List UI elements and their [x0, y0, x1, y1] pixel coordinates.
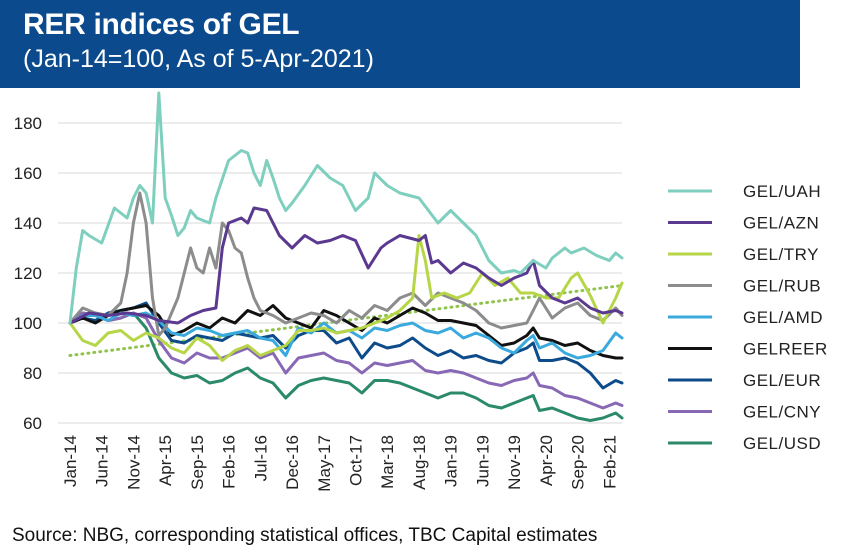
chart-subtitle: (Jan-14=100, As of 5-Apr-2021) — [23, 45, 374, 73]
x-tick-label: Nov-14 — [124, 435, 143, 490]
legend-label: GELREER — [743, 340, 828, 359]
series-line-gel-usd — [68, 311, 624, 422]
x-tick-label: Feb-16 — [220, 435, 239, 489]
y-tick-label: 180 — [14, 114, 42, 133]
x-tick-label: Mar-18 — [378, 435, 397, 489]
series-line-gel-eur — [68, 301, 624, 390]
series-line-gel-cny — [68, 311, 624, 410]
x-tick-label: Jan-14 — [61, 435, 80, 487]
y-tick-label: 100 — [14, 314, 42, 333]
x-tick-label: May-17 — [315, 435, 334, 492]
legend-label: GEL/EUR — [743, 371, 821, 390]
x-tick-label: Apr-20 — [537, 435, 556, 486]
legend-label: GEL/UAH — [743, 182, 821, 201]
legend-label: GEL/RUB — [743, 277, 821, 296]
legend: GEL/UAH GEL/AZN GEL/TRY GEL/RUB GEL/AMD GELRE… — [668, 182, 828, 453]
x-tick-label: Sep-20 — [569, 435, 588, 490]
chart-title: RER indices of GEL — [23, 8, 300, 41]
y-tick-label: 160 — [14, 164, 42, 183]
x-tick-label: Jun-14 — [93, 435, 112, 487]
source-note: Source: NBG, corresponding statistical o… — [12, 525, 598, 546]
x-tick-label: Nov-19 — [505, 435, 524, 490]
x-tick-label: Sep-15 — [188, 435, 207, 490]
x-tick-label: Apr-15 — [156, 435, 175, 486]
x-tick-label: Dec-16 — [283, 435, 302, 490]
legend-label: GEL/USD — [743, 434, 821, 453]
series-line-gel-try — [68, 234, 624, 362]
x-tick-label: Aug-18 — [410, 435, 429, 490]
x-tick-label: Feb-21 — [600, 435, 619, 489]
x-axis-ticks: Jan-14 Jun-14 Nov-14 Apr-15 Sep-15 Feb-16 Jul-… — [61, 435, 619, 492]
y-axis-ticks: 60 80 100 120 140 160 180 — [14, 114, 42, 433]
x-tick-label: Jan-19 — [442, 435, 461, 487]
series-lines — [68, 91, 624, 422]
x-tick-label: Oct-17 — [347, 435, 366, 486]
x-tick-label: Jul-16 — [251, 435, 270, 481]
legend-label: GEL/CNY — [743, 403, 821, 422]
legend-label: GEL/AMD — [743, 308, 823, 327]
rer-line-chart: 60 80 100 120 140 160 180 Jan-14 Jun-14 Nov-14 Ap… — [14, 91, 828, 492]
y-tick-label: 140 — [14, 214, 42, 233]
y-tick-label: 120 — [14, 264, 42, 283]
series-line-gel-uah — [68, 91, 624, 325]
y-tick-label: 60 — [23, 414, 42, 433]
x-tick-label: Jun-19 — [473, 435, 492, 487]
series-line-gel-azn — [68, 206, 624, 325]
legend-label: GEL/TRY — [743, 245, 819, 264]
y-tick-label: 80 — [23, 364, 42, 383]
legend-label: GEL/AZN — [743, 214, 819, 233]
series-line-gel-rub — [68, 191, 624, 337]
chart-header: RER indices of GEL (Jan-14=100, As of 5-… — [0, 0, 800, 88]
